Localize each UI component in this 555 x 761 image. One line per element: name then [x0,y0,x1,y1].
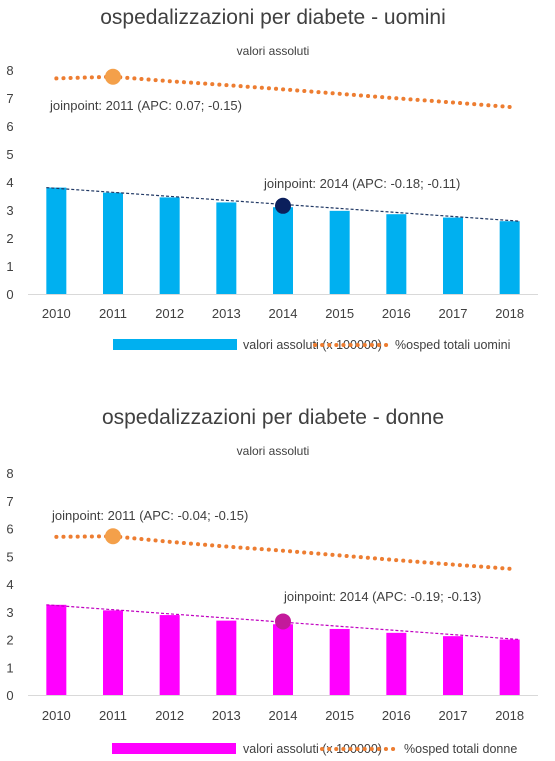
y-tick-label: 5 [6,147,13,162]
x-tick-label: 2018 [495,708,524,723]
bar [103,610,123,695]
x-tick-label: 2017 [439,306,468,321]
bar [499,221,520,294]
chart-title: ospedalizzazioni per diabete - donne [102,406,444,429]
joinpoint-annotation: joinpoint: 2011 (APC: 0.07; -0.15) [49,98,242,113]
series-line [54,74,512,109]
x-tick-label: 2014 [269,306,298,321]
chart-title: ospedalizzazioni per diabete - uomini [100,6,446,29]
x-tick-label: 2016 [382,708,411,723]
y-tick-label: 6 [6,119,13,134]
x-tick-label: 2010 [42,306,71,321]
bar [499,639,520,695]
bar [103,192,123,294]
x-tick-label: 2016 [382,306,411,321]
y-tick-label: 4 [6,577,13,592]
x-tick-label: 2011 [99,708,127,723]
joinpoint-annotation: joinpoint: 2011 (APC: -0.04; -0.15) [51,508,248,523]
x-tick-label: 2014 [269,708,298,723]
legend-label-bars: valori assoluti (x 100000) [243,338,382,352]
x-tick-label: 2012 [155,708,184,723]
y-tick-label: 0 [6,287,13,302]
y-tick-label: 2 [6,231,13,246]
bar [216,620,237,695]
y-tick-label: 3 [6,605,13,620]
bar [273,207,293,294]
series-line [54,534,512,571]
x-tick-label: 2013 [212,306,241,321]
joinpoint-marker [275,613,291,630]
bar [159,615,180,695]
y-tick-label: 0 [6,688,13,703]
bar [329,210,350,294]
bar [159,197,180,294]
bar [386,214,407,294]
bar [46,187,67,294]
joinpoint-marker [105,68,121,85]
y-tick-label: 3 [6,203,13,218]
y-tick-label: 4 [6,175,13,190]
y-tick-label: 8 [6,63,13,78]
x-tick-label: 2015 [325,708,354,723]
x-tick-label: 2013 [212,708,241,723]
bar [443,636,463,695]
legend-swatch-bars [113,339,237,350]
legend-swatch-bars [112,743,236,754]
x-tick-label: 2010 [42,708,71,723]
y-tick-label: 5 [6,549,13,564]
bar [329,628,350,695]
bar [443,217,463,294]
y-tick-label: 1 [6,660,13,675]
y-tick-label: 8 [6,466,13,481]
joinpoint-marker [105,528,121,545]
bar [46,604,67,695]
chart-subtitle: valori assoluti [237,44,310,58]
bar [216,202,237,294]
chart-men: ospedalizzazioni per diabete - uomini val… [6,6,538,352]
y-tick-label: 2 [6,633,13,648]
y-tick-label: 7 [6,91,13,106]
y-tick-label: 7 [6,494,13,509]
legend-label-bars: valori assoluti (x 100000) [243,742,382,756]
y-tick-label: 1 [6,259,13,274]
chart-subtitle: valori assoluti [237,444,310,458]
x-tick-label: 2017 [439,708,468,723]
x-tick-label: 2015 [325,306,354,321]
y-tick-label: 6 [6,522,13,537]
joinpoint-marker [275,197,291,214]
joinpoint-annotation: joinpoint: 2014 (APC: -0.19; -0.13) [283,589,481,604]
bar [386,632,407,695]
legend-label-line: %osped totali uomini [395,338,510,352]
x-tick-label: 2011 [99,306,127,321]
legend-label-line: %osped totali donne [404,742,517,756]
x-tick-label: 2018 [495,306,524,321]
bar [273,624,293,695]
joinpoint-annotation: joinpoint: 2014 (APC: -0.18; -0.11) [263,176,460,191]
x-tick-label: 2012 [155,306,184,321]
chart-women: ospedalizzazioni per diabete - donne valo… [6,406,538,756]
